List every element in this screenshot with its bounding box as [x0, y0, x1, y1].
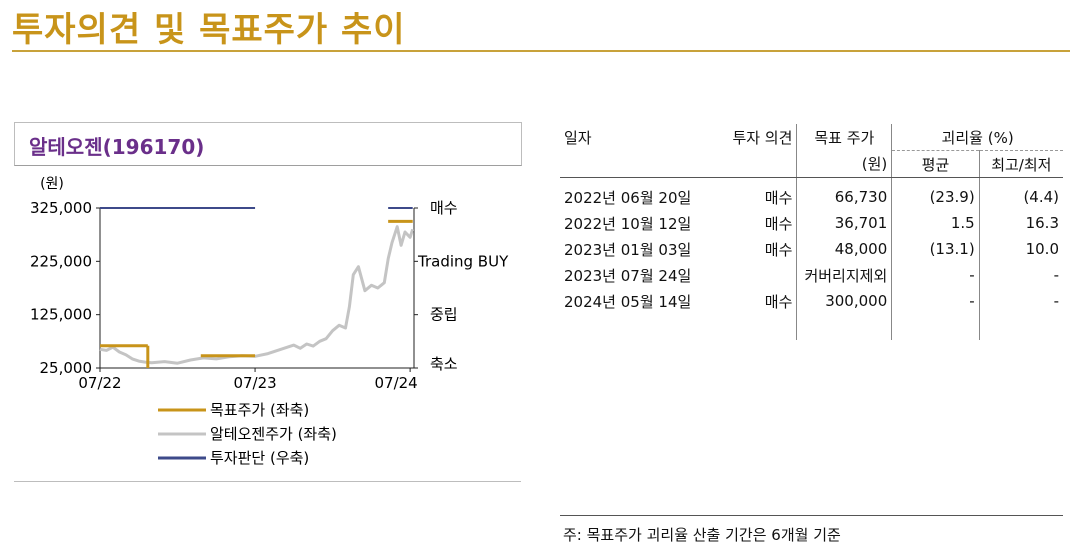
table-row: 2024년 05월 14일 매수 300,000- -	[560, 288, 1063, 314]
cell-date: 2022년 06월 20일	[564, 188, 692, 207]
header-gap-minmax: 최고/최저	[979, 150, 1063, 178]
y-tick-label: 325,000	[30, 199, 92, 217]
chart-title: 알테오젠(196170)	[29, 135, 205, 159]
legend-label: 투자판단 (우축)	[210, 449, 309, 467]
table-row: 2022년 06월 20일 매수 66,730 (23.9) (4.4)	[560, 177, 1063, 210]
cell-gap-avg: (23.9)	[891, 177, 980, 210]
cell-date: 2023년 01월 03일	[564, 240, 692, 259]
right-axis-label: 축소	[430, 355, 458, 373]
cell-gap-minmax: 16.3	[1025, 214, 1059, 232]
table-row: 2023년 01월 03일 매수 48,000 (13.1) 10.0	[560, 236, 1063, 262]
y-tick-label: 125,000	[30, 306, 92, 324]
chart-header: 알테오젠(196170)	[14, 122, 522, 166]
table-row: 2023년 07월 24일 커버리지제외 - -	[560, 262, 1063, 288]
right-axis-label: Trading BUY	[417, 252, 509, 270]
legend-label: 알테오젠주가 (좌축)	[210, 425, 337, 443]
table-subheader-row: (원) 평균 최고/최저	[560, 150, 1063, 178]
cell-gap-avg: -	[891, 262, 980, 288]
y-unit-label: (원)	[40, 176, 64, 192]
cell-opinion: 매수	[718, 177, 798, 210]
header-date: 일자	[564, 128, 592, 147]
table-bottom-rule	[560, 515, 1063, 516]
price-chart: (원) 325,000 225,000 125,000 25,000 매수 Trading …	[30, 176, 509, 467]
legend-label: 목표주가 (좌축)	[210, 401, 309, 419]
header-gap-avg: 평균	[891, 150, 980, 178]
right-axis-label: 매수	[430, 199, 458, 217]
x-tick-label: 07/23	[233, 374, 276, 392]
cell-opinion: 매수	[718, 210, 798, 236]
cell-date: 2024년 05월 14일	[564, 292, 692, 311]
chart-bottom-rule	[14, 481, 521, 482]
cell-date: 2022년 10월 12일	[564, 214, 692, 233]
title-rule	[12, 50, 1070, 52]
y-tick-label: 225,000	[30, 252, 92, 270]
page-title: 투자의견 및 목표주가 추이	[12, 10, 406, 50]
cell-opinion: 매수	[718, 288, 798, 314]
header-target: 목표 주가	[796, 124, 893, 151]
cell-gap-avg: -	[891, 288, 980, 314]
cell-target: 48,000	[796, 236, 893, 262]
header-gap: 괴리율 (%)	[891, 124, 1063, 151]
cell-gap-minmax: -	[1053, 266, 1059, 284]
cell-gap-minmax: 10.0	[1025, 240, 1059, 258]
table-filler	[560, 314, 1063, 340]
right-axis-label: 중립	[430, 306, 458, 324]
footnote: 주: 목표주가 괴리율 산출 기간은 6개월 기준	[563, 526, 841, 544]
cell-target: 36,701	[796, 210, 893, 236]
cell-target: 66,730	[796, 177, 893, 210]
cell-gap-avg: (13.1)	[891, 236, 980, 262]
cell-opinion	[718, 262, 798, 288]
header-opinion: 투자 의견	[718, 124, 798, 151]
opinion-table: 일자 투자 의견 목표 주가 괴리율 (%) (원) 평균 최고/최저 2022…	[560, 124, 1063, 340]
cell-opinion: 매수	[718, 236, 798, 262]
x-tick-label: 07/24	[375, 374, 418, 392]
cell-gap-minmax: -	[1053, 292, 1059, 310]
y-tick-label: 25,000	[40, 359, 93, 377]
table-row: 2022년 10월 12일 매수 36,701 1.5 16.3	[560, 210, 1063, 236]
cell-target: 300,000	[796, 288, 893, 314]
cell-date: 2023년 07월 24일	[564, 266, 692, 285]
price-series-line	[99, 225, 415, 365]
cell-gap-avg: 1.5	[891, 210, 980, 236]
table-header-row: 일자 투자 의견 목표 주가 괴리율 (%)	[560, 124, 1063, 151]
x-tick-label: 07/22	[78, 374, 121, 392]
cell-gap-minmax: (4.4)	[1023, 188, 1059, 206]
header-target-unit: (원)	[796, 150, 893, 178]
cell-target: 커버리지제외	[796, 262, 893, 288]
